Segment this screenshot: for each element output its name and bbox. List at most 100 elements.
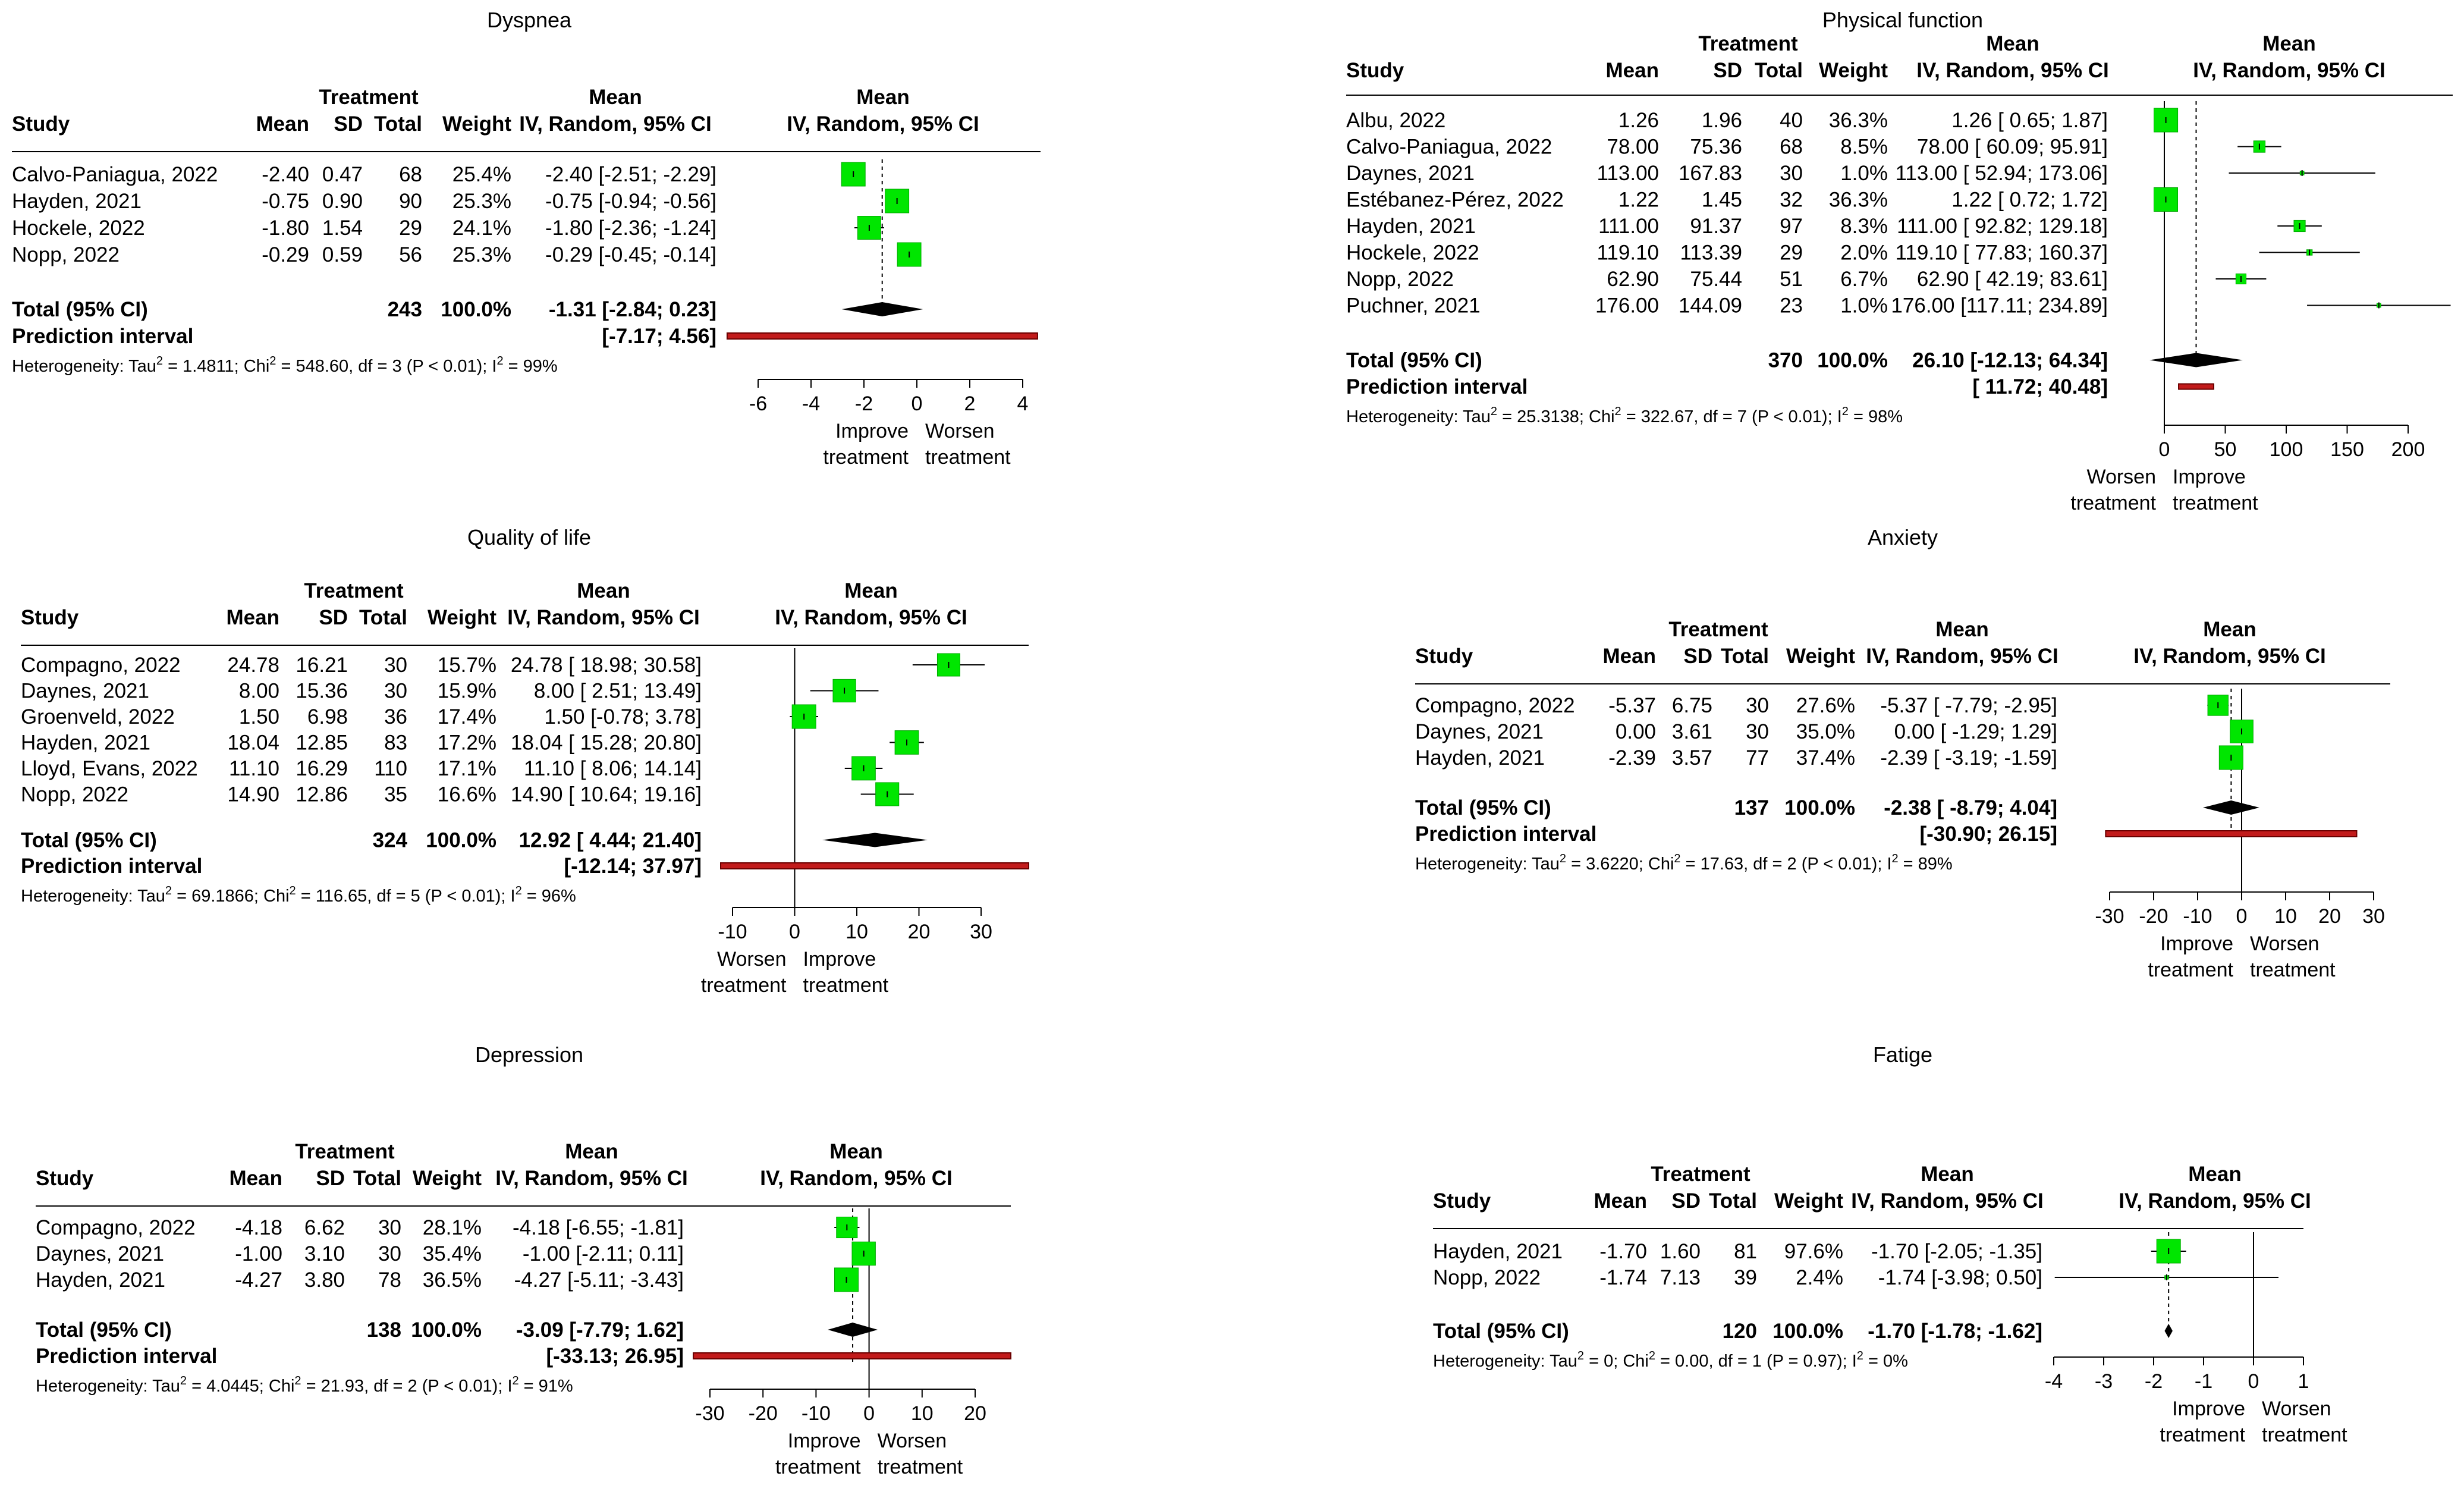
header-treatment: Treatment [1651,1163,1750,1186]
superscript-2: 2 [1649,1349,1655,1362]
study-name: Nopp, 2022 [1433,1266,1541,1289]
prediction-label: Prediction interval [36,1345,217,1368]
study-name: Hockele, 2022 [1346,241,1479,265]
study-mean: 11.10 [229,757,279,780]
side-label-left: treatment [823,446,909,469]
x-axis-tick-label: -10 [718,921,747,943]
study-effect-ci: 1.50 [-0.78; 3.78] [544,705,702,728]
header-weight: Weight [428,606,496,629]
study-total: 29 [399,216,422,240]
x-axis-tick-label: -10 [802,1402,831,1425]
superscript-2: 2 [496,354,503,368]
heterogeneity-part: = 116.65, df = 5 (P < 0.01); I [296,887,516,906]
x-axis-tick-label: 20 [964,1402,986,1425]
panel-title: Dyspnea [487,8,572,32]
header-plot: IV, Random, 95% CI [2133,645,2326,668]
heterogeneity-part: = 4.0445; Chi [187,1377,294,1396]
prediction-ci: [-12.14; 37.97] [564,855,702,878]
study-total: 30 [1746,694,1769,717]
study-total: 32 [1780,189,1803,212]
study-total: 30 [1746,720,1769,743]
x-axis-tick-label: -4 [2045,1370,2063,1393]
prediction-ci: [-33.13; 26.95] [546,1345,684,1368]
prediction-interval-bar [2178,383,2214,390]
study-effect-ci: 113.00 [ 52.94; 173.06] [1896,162,2108,185]
x-axis-tick-label: 0 [789,921,800,943]
header-sd: SD [316,1167,345,1190]
study-total: 35 [384,783,407,806]
header-plot: IV, Random, 95% CI [2119,1189,2311,1213]
total-weight: 100.0% [1817,349,1888,372]
study-effect-ci: 14.90 [ 10.64; 19.16] [511,783,702,806]
header-mean: Mean [1594,1189,1647,1213]
side-label-left: Worsen [717,948,787,971]
study-name: Hockele, 2022 [12,216,145,240]
prediction-ci: [-7.17; 4.56] [602,325,716,348]
study-total: 68 [399,163,422,186]
panel-title: Anxiety [1868,525,1938,549]
study-total: 51 [1780,268,1803,291]
total-n: 138 [367,1318,401,1342]
heterogeneity-part: Heterogeneity: Tau [1415,855,1560,874]
side-label-right: treatment [2173,492,2258,514]
header-treatment: Treatment [1698,32,1798,55]
study-weight: 25.4% [452,163,511,186]
study-row: Albu, 2022 1.26 1.96 40 36.3% 1.26 [ 0.65; 1.… [1346,108,2179,133]
study-total: 97 [1780,215,1803,238]
header-effect-top: Mean [1921,1163,1973,1186]
superscript-2: 2 [1842,405,1849,418]
x-axis-tick-label: 0 [2248,1370,2259,1393]
study-mean: 1.22 [1618,189,1659,212]
x-axis-tick-label: 10 [846,921,868,943]
header-treatment: Treatment [319,86,419,109]
study-name: Compagno, 2022 [1415,694,1575,717]
header-study: Study [1415,645,1473,668]
x-axis-tick-label: -30 [695,1402,724,1425]
forest-plot-dyspnea-svg: Dyspnea Treatment Mean Mean Study Mean SD Total… [12,8,1041,469]
side-label-left: treatment [701,974,787,997]
header-mean: Mean [230,1167,282,1190]
heterogeneity-part: = 98% [1849,407,1903,426]
pooled-estimate-diamond [841,302,923,316]
study-total: 81 [1734,1240,1757,1263]
heterogeneity-part: = 322.67, df = 7 (P < 0.01); I [1621,407,1842,426]
total-effect-ci: -1.70 [-1.78; -1.62] [1868,1320,2042,1343]
study-sd: 144.09 [1679,294,1742,318]
x-axis-tick-label: 0 [863,1402,875,1425]
heterogeneity-part: = 0% [1863,1352,1908,1371]
header-study: Study [21,606,79,629]
prediction-interval-bar [693,1352,1012,1359]
side-label-left: treatment [2148,959,2233,981]
study-row: Hockele, 2022 119.10 113.39 29 2.0% 119.10 [ … [1346,241,2360,265]
study-row: Compagno, 2022 -4.18 6.62 30 28.1% -4.18 [-6.… [36,1216,860,1239]
study-weight: 6.7% [1840,268,1888,291]
study-sd: 6.75 [1672,694,1712,717]
heterogeneity-stats: Heterogeneity: Tau2 = 1.4811; Chi2 = 548… [12,354,558,376]
forest-plot-depression-svg: Depression Treatment Mean Mean Study Mean SD To… [36,1042,1012,1478]
study-total: 78 [378,1268,401,1292]
study-effect-ci: 1.22 [ 0.72; 1.72] [1951,189,2108,212]
study-sd: 113.39 [1680,241,1742,265]
study-name: Hayden, 2021 [36,1268,165,1292]
heterogeneity-stats: Heterogeneity: Tau2 = 69.1866; Chi2 = 11… [21,884,576,906]
x-axis-tick-label: -3 [2095,1370,2113,1393]
panel-title: Fatige [1873,1042,1932,1067]
heterogeneity-stats: Heterogeneity: Tau2 = 0; Chi2 = 0.00, df… [1433,1349,1908,1371]
header-effect: IV, Random, 95% CI [507,606,700,629]
study-total: 30 [384,654,407,677]
study-name: Daynes, 2021 [36,1242,164,1265]
header-treatment: Treatment [304,579,404,602]
side-label-right: Worsen [878,1430,947,1452]
heterogeneity-part: Heterogeneity: Tau [21,887,165,906]
study-weight: 17.2% [438,731,496,755]
side-label-left: Improve [2172,1397,2245,1420]
x-axis-tick-label: 0 [912,392,923,415]
side-label-right: treatment [803,974,889,997]
total-effect-ci: -3.09 [-7.79; 1.62] [516,1318,684,1342]
study-weight: 35.0% [1796,720,1855,743]
x-axis-tick-label: -2 [2145,1370,2163,1393]
study-sd: 0.59 [322,243,363,266]
total-n: 120 [1723,1320,1757,1343]
